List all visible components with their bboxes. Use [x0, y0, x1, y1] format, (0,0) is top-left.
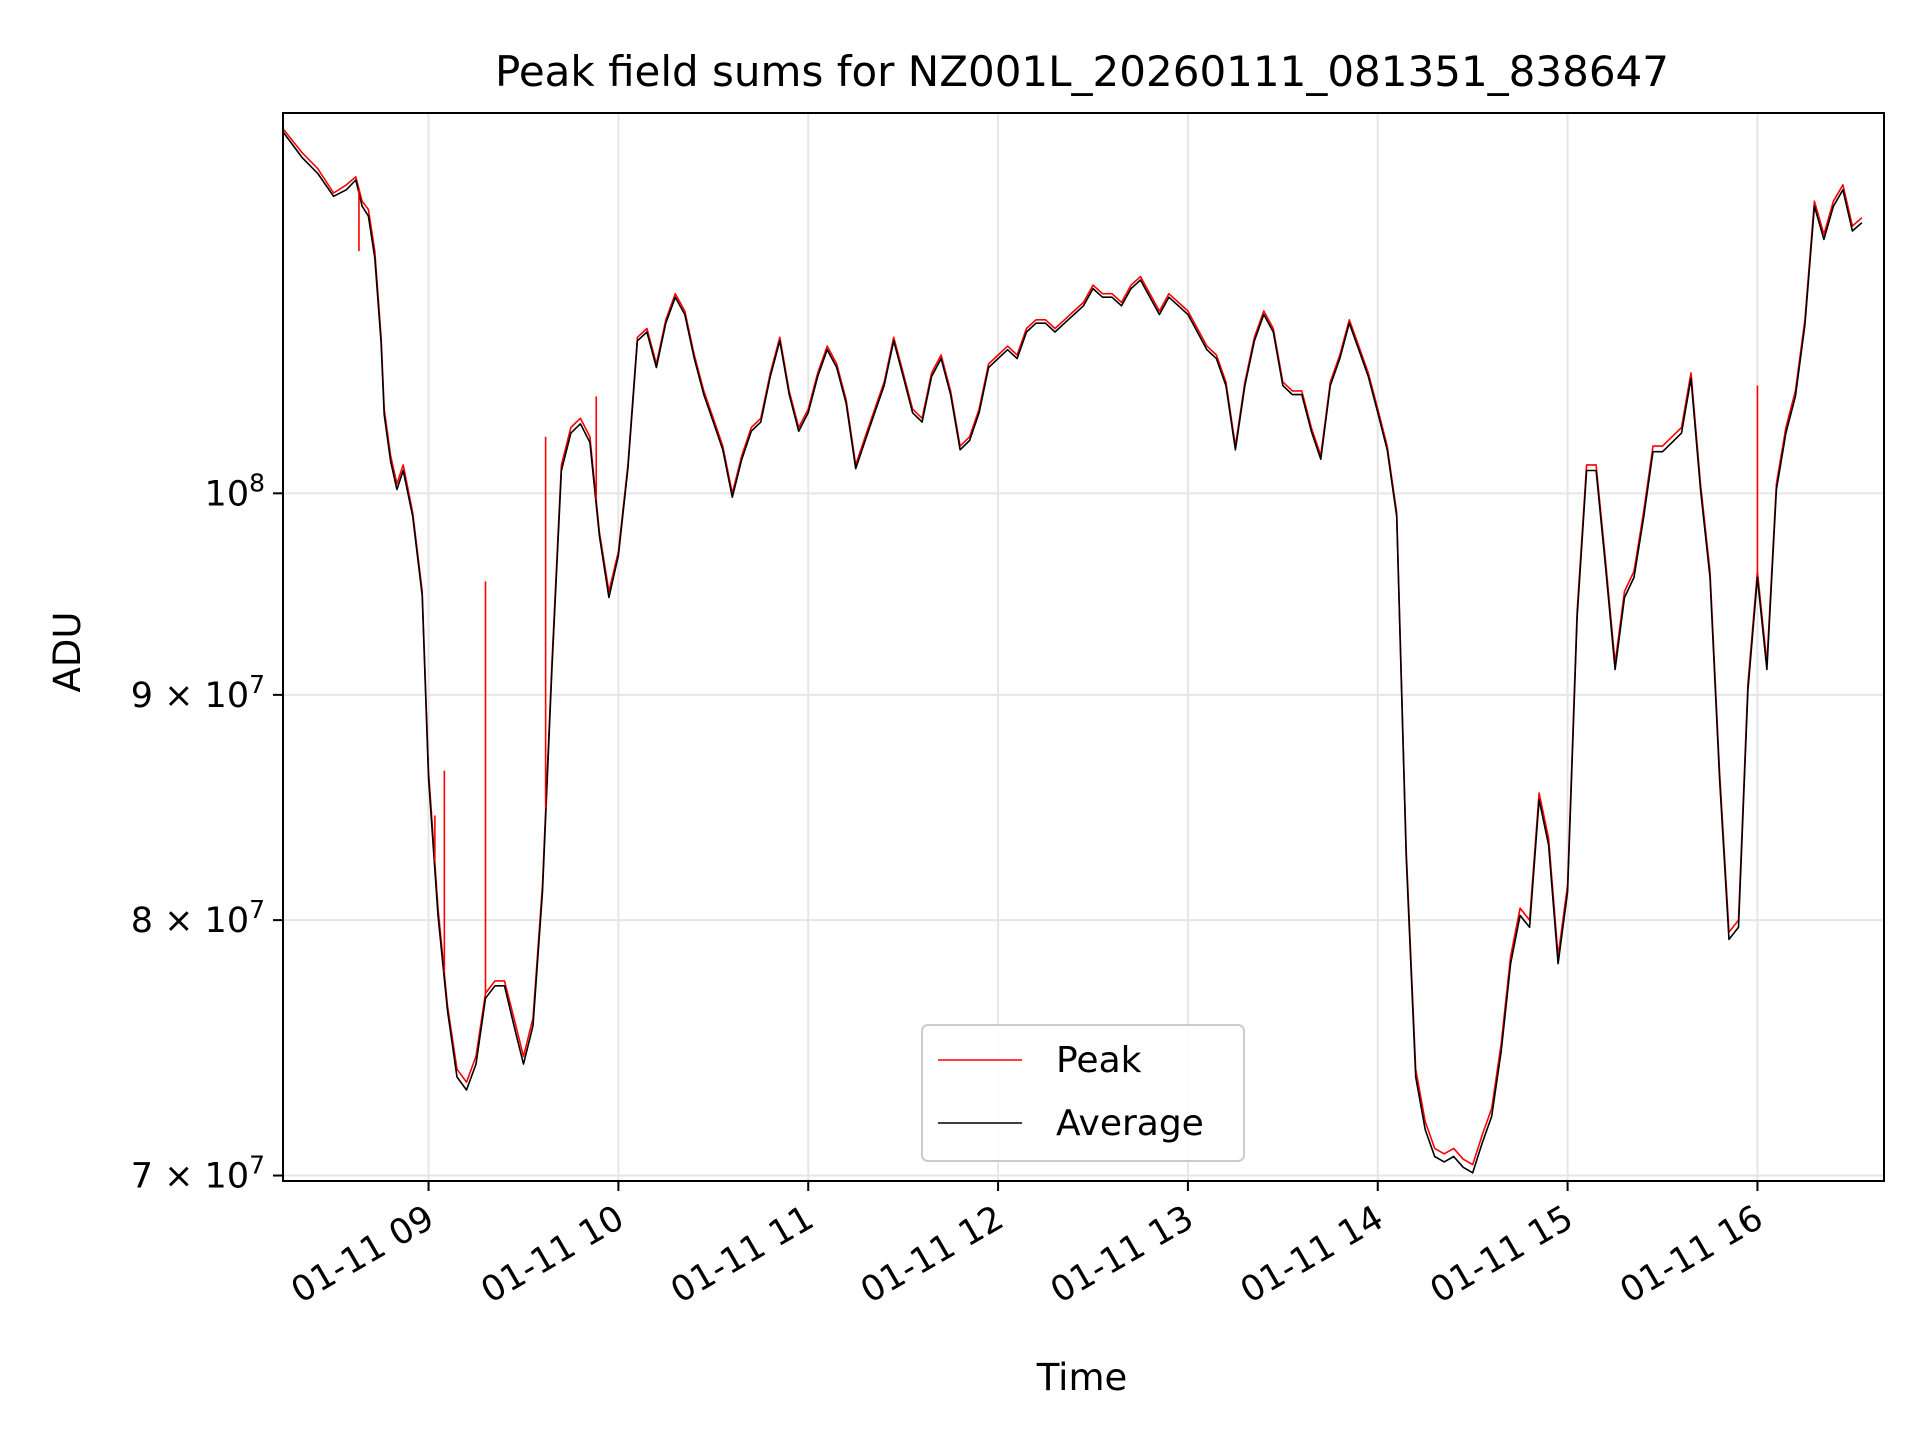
x-tick-label: 01-11 09	[285, 1198, 441, 1311]
x-tick-label: 01-11 12	[854, 1198, 1010, 1311]
series-layer	[282, 128, 1863, 1174]
x-axis: 01-11 09 01-11 10 01-11 11 01-11 12 01-11 13…	[285, 1181, 1770, 1311]
legend-label-average: Average	[1056, 1103, 1204, 1144]
plot-frame	[282, 112, 1885, 1182]
x-axis-label: Time	[1036, 1356, 1128, 1399]
y-tick-label: 7 × 107	[131, 1151, 265, 1197]
series-line-average	[282, 131, 1863, 1174]
chart-title: Peak field sums for NZ001L_20260111_0813…	[495, 47, 1669, 96]
y-tick-label: 8 × 107	[131, 895, 265, 941]
x-tick-label: 01-11 10	[475, 1198, 631, 1311]
legend-label-peak: Peak	[1056, 1040, 1142, 1081]
x-tick-label: 01-11 14	[1234, 1198, 1390, 1311]
y-tick-label: 9 × 107	[131, 670, 265, 716]
grid-layer	[283, 113, 1884, 1181]
x-tick-label: 01-11 16	[1614, 1198, 1770, 1311]
legend: Peak Average	[921, 1024, 1245, 1162]
x-tick-label: 01-11 15	[1424, 1198, 1580, 1311]
x-tick-label: 01-11 11	[664, 1198, 820, 1311]
y-axis: 7 × 107 8 × 107 9 × 107 108	[131, 468, 283, 1197]
y-axis-label: ADU	[46, 612, 89, 693]
y-tick-label: 108	[205, 468, 265, 514]
x-tick-label: 01-11 13	[1044, 1198, 1200, 1311]
legend-frame	[921, 1024, 1245, 1162]
series-line-peak	[282, 128, 1863, 1166]
